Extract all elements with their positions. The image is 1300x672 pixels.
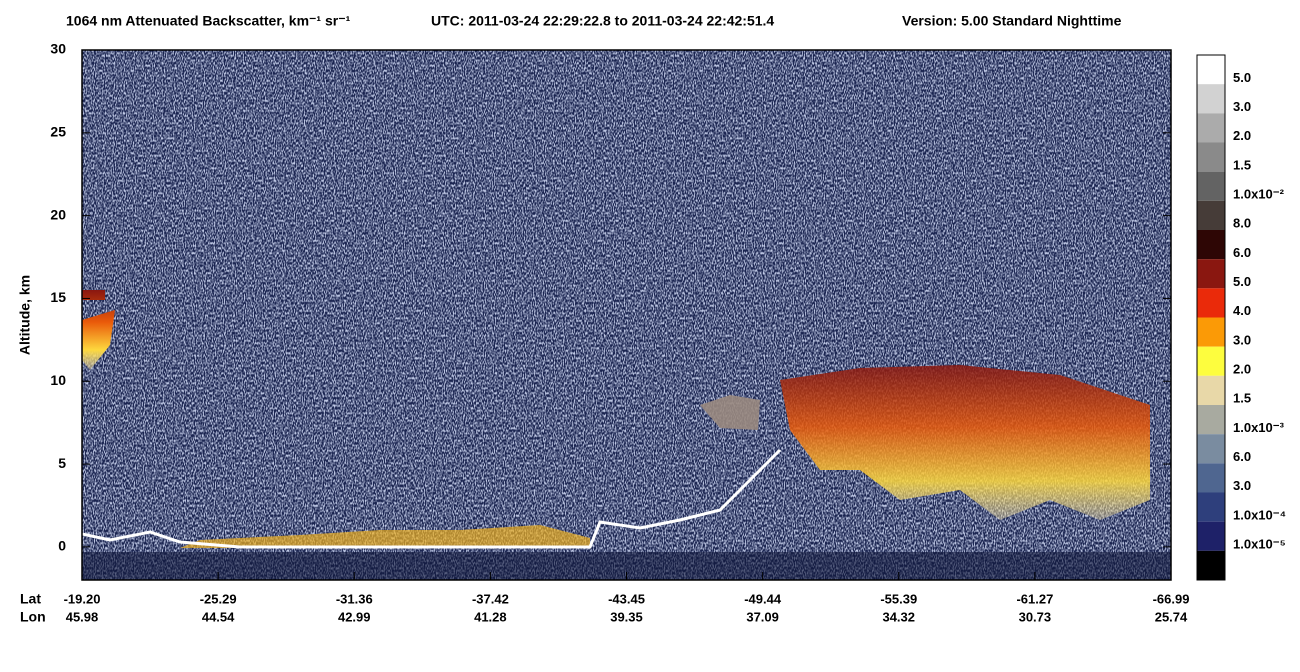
colorbar-label: 3.0 — [1233, 332, 1251, 347]
colorbar-swatch — [1197, 521, 1225, 551]
lat-label: -66.99 — [1153, 591, 1190, 606]
colorbar-swatch — [1197, 288, 1225, 318]
colorbar-swatch — [1197, 259, 1225, 289]
cloud-feature — [780, 365, 1150, 520]
colorbar-label: 1.0x10⁻³ — [1233, 420, 1285, 435]
lat-label: -43.45 — [608, 591, 645, 606]
colorbar-label: 1.0x10⁻² — [1233, 186, 1285, 201]
colorbar-swatch — [1197, 405, 1225, 435]
colorbar-label: 6.0 — [1233, 245, 1251, 260]
colorbar-swatch — [1197, 434, 1225, 464]
low-cloud — [180, 525, 590, 548]
lat-label: -31.36 — [336, 591, 373, 606]
colorbar-swatch — [1197, 142, 1225, 172]
colorbar-label: 1.5 — [1233, 157, 1251, 172]
colorbar-label: 1.5 — [1233, 391, 1251, 406]
lon-label: 42.99 — [338, 609, 371, 624]
colorbar-label: 1.0x10⁻⁵ — [1233, 536, 1286, 551]
lon-label: 30.73 — [1019, 609, 1052, 624]
x-row-label: Lon — [20, 609, 46, 625]
y-tick-label: 30 — [50, 41, 66, 57]
colorbar-label: 2.0 — [1233, 361, 1251, 376]
lat-label: -49.44 — [744, 591, 782, 606]
lat-label: -37.42 — [472, 591, 509, 606]
colorbar-label: 8.0 — [1233, 216, 1251, 231]
lon-label: 34.32 — [882, 609, 915, 624]
colorbar-swatch — [1197, 171, 1225, 201]
lon-label: 25.74 — [1155, 609, 1188, 624]
lon-label: 39.35 — [610, 609, 643, 624]
colorbar-swatch — [1197, 317, 1225, 347]
colorbar-swatch — [1197, 492, 1225, 522]
y-tick-label: 25 — [50, 124, 66, 140]
y-tick-label: 15 — [50, 289, 66, 305]
colorbar-swatch — [1197, 113, 1225, 143]
colorbar-label: 3.0 — [1233, 99, 1251, 114]
cloud-feature — [700, 395, 760, 430]
surface-return — [82, 448, 782, 549]
colorbar-swatch — [1197, 463, 1225, 493]
y-tick-label: 10 — [50, 372, 66, 388]
lat-label: -19.20 — [64, 591, 101, 606]
colorbar-swatch — [1197, 346, 1225, 376]
chart-title: 1064 nm Attenuated Backscatter, km⁻¹ sr⁻… — [66, 13, 351, 29]
lon-label: 37.09 — [746, 609, 779, 624]
chart-subtitle: UTC: 2011-03-24 22:29:22.8 to 2011-03-24… — [431, 13, 774, 29]
colorbar-swatch — [1197, 200, 1225, 230]
y-tick-label: 20 — [50, 206, 66, 222]
lat-label: -25.29 — [200, 591, 237, 606]
colorbar-swatch — [1197, 55, 1225, 85]
y-tick-label: 5 — [58, 455, 66, 471]
x-row-label: Lat — [20, 591, 41, 607]
colorbar-swatch — [1197, 550, 1225, 580]
lon-label: 45.98 — [66, 609, 99, 624]
colorbar-swatch — [1197, 375, 1225, 405]
colorbar-frame — [1196, 54, 1226, 581]
colorbar-swatch — [1197, 84, 1225, 114]
colorbar-label: 3.0 — [1233, 478, 1251, 493]
colorbar-label: 4.0 — [1233, 303, 1251, 318]
colorbar-swatch — [1197, 230, 1225, 260]
cloud-feature — [82, 290, 115, 370]
lat-label: -61.27 — [1016, 591, 1053, 606]
lon-label: 41.28 — [474, 609, 507, 624]
version-label: Version: 5.00 Standard Nighttime — [902, 13, 1122, 29]
lon-label: 44.54 — [202, 609, 235, 624]
lat-label: -55.39 — [880, 591, 917, 606]
colorbar-label: 1.0x10⁻⁴ — [1233, 507, 1286, 522]
backscatter-field — [82, 50, 1171, 580]
colorbar-label: 6.0 — [1233, 449, 1251, 464]
colorbar-label: 5.0 — [1233, 70, 1251, 85]
y-axis-label: Altitude, km — [17, 275, 33, 355]
colorbar-label: 5.0 — [1233, 274, 1251, 289]
y-tick-label: 0 — [58, 538, 66, 554]
colorbar-label: 2.0 — [1233, 128, 1251, 143]
